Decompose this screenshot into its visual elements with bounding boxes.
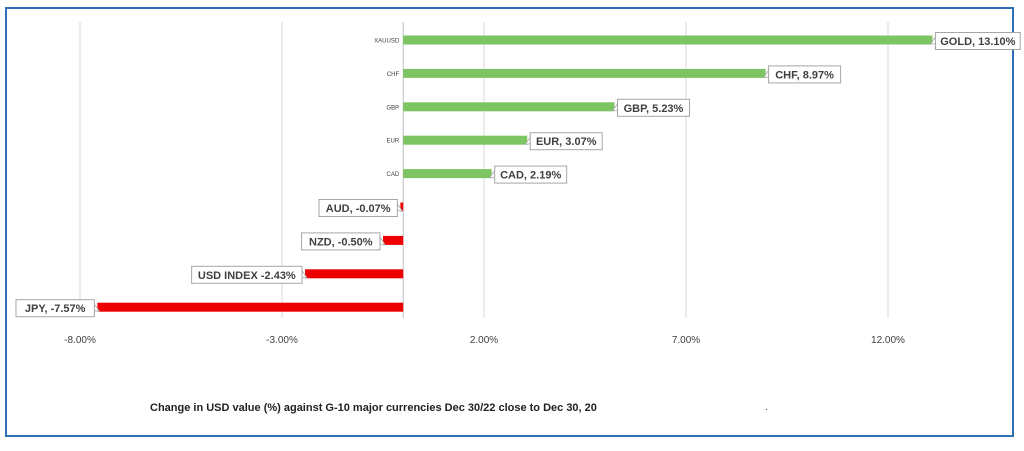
data-label: CHF, 8.97% — [775, 69, 834, 81]
bar — [97, 302, 404, 312]
data-label-box — [616, 98, 690, 117]
data-label: USD INDEX -2.43% — [198, 270, 296, 282]
bar — [305, 269, 404, 279]
category-labels: XAUUSD CHF GBP EUR CAD — [374, 39, 400, 179]
bar — [403, 169, 492, 179]
x-tick-label: 12.00% — [871, 335, 905, 346]
category-label: GBP — [387, 105, 400, 111]
caption-dot: . — [765, 402, 768, 413]
data-label-box — [301, 232, 381, 251]
data-label: AUD, -0.07% — [326, 203, 391, 215]
chart-frame — [5, 7, 1014, 437]
data-label-box — [529, 132, 603, 151]
data-label: GBP, 5.23% — [624, 103, 684, 115]
category-label: CAD — [387, 172, 400, 178]
x-tick-label: -8.00% — [64, 335, 96, 346]
bar — [383, 235, 404, 245]
x-tick-label: 2.00% — [470, 335, 498, 346]
bars — [97, 35, 933, 312]
x-tick-label: 7.00% — [672, 335, 700, 346]
data-label-box — [15, 299, 95, 318]
data-label: JPY, -7.57% — [25, 303, 86, 315]
category-label: CHF — [387, 72, 400, 78]
category-label: EUR — [387, 139, 400, 145]
category-label: XAUUSD — [374, 39, 400, 45]
data-label: CAD, 2.19% — [500, 170, 561, 182]
bar — [403, 35, 933, 45]
data-label: EUR, 3.07% — [536, 136, 597, 148]
data-labels: GOLD, 13.10% CHF, 8.97% GBP, 5.23% EUR, 3.0… — [15, 32, 1021, 318]
data-label: NZD, -0.50% — [309, 236, 373, 248]
data-label-box — [494, 165, 568, 184]
data-label-box — [191, 265, 303, 284]
data-label: GOLD, 13.10% — [940, 36, 1015, 48]
x-tick-labels: -8.00% -3.00% 2.00% 7.00% 12.00% — [64, 335, 905, 346]
bar — [403, 135, 528, 145]
bar — [403, 68, 766, 78]
data-label-box — [768, 65, 842, 84]
data-label-box — [318, 199, 398, 217]
bar — [403, 102, 615, 112]
chart-caption: Change in USD value (%) against G-10 maj… — [150, 402, 597, 414]
x-tick-label: -3.00% — [266, 335, 298, 346]
bar — [400, 202, 404, 212]
data-label-box — [934, 32, 1021, 50]
